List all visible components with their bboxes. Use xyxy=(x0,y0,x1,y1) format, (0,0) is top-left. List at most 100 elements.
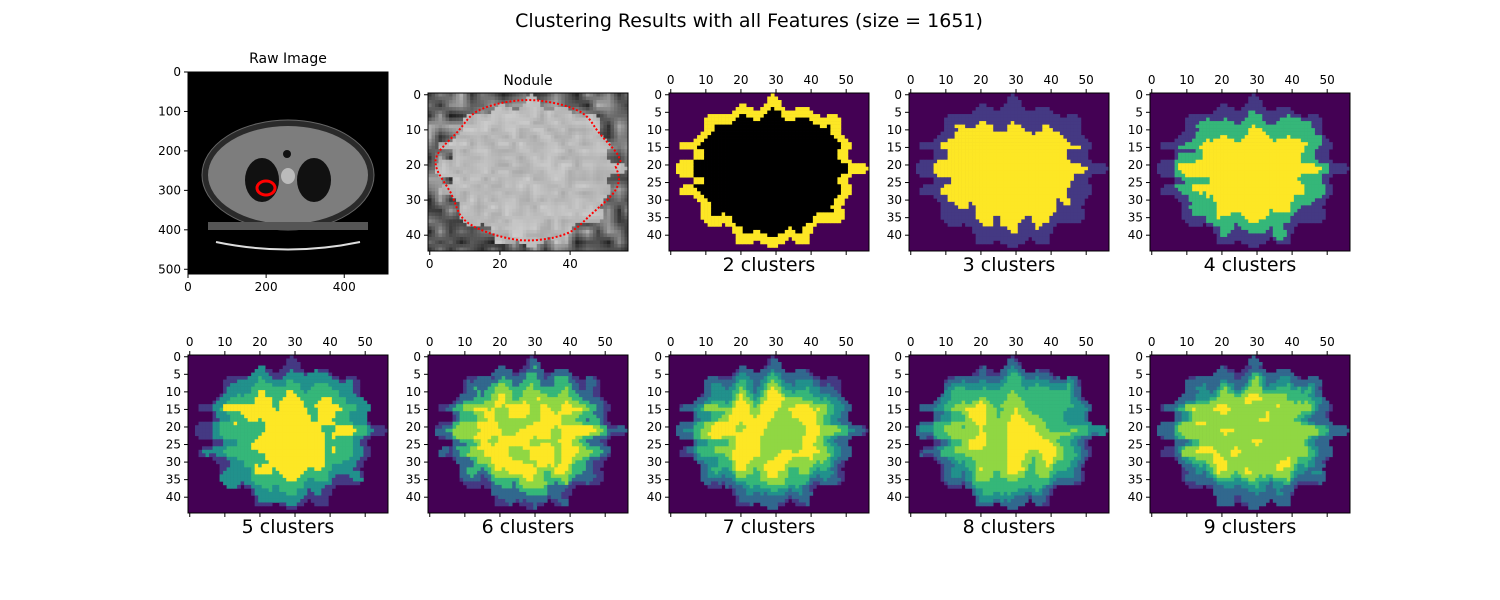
nodule-pixel xyxy=(564,128,569,132)
nodule-pixel xyxy=(554,205,559,210)
nodule-pixel xyxy=(477,240,481,245)
nodule-pixel xyxy=(624,166,629,171)
map-cell xyxy=(739,145,743,150)
nodule-pixel xyxy=(473,212,478,217)
nodule-pixel xyxy=(519,222,524,227)
nodule-pixel xyxy=(617,152,622,157)
map-cell xyxy=(802,149,807,153)
nodule-pixel xyxy=(599,117,604,122)
map-cell xyxy=(954,149,959,153)
map-cell xyxy=(1031,145,1036,150)
nodule-pixel xyxy=(585,159,590,164)
map-cell xyxy=(732,149,736,153)
nodule-pixel xyxy=(473,103,478,108)
nodule-pixel xyxy=(498,222,502,227)
map-cell xyxy=(1003,128,1008,132)
nodule-pixel xyxy=(582,240,587,245)
map-cell xyxy=(781,177,786,182)
map-cell xyxy=(756,222,761,227)
map-cell xyxy=(816,173,821,178)
nodule-pixel xyxy=(571,138,576,143)
map-cell xyxy=(711,128,715,132)
nodule-pixel xyxy=(498,128,502,132)
map-cell xyxy=(972,159,976,164)
map-cell xyxy=(753,142,758,146)
nodule-pixel xyxy=(470,247,474,252)
map-cell xyxy=(982,152,987,157)
nodule-pixel xyxy=(599,215,604,220)
nodule-pixel xyxy=(466,96,471,101)
nodule-pixel xyxy=(498,243,502,248)
map-cell xyxy=(819,215,824,220)
nodule-pixel xyxy=(568,180,573,185)
nodule-pixel xyxy=(599,170,604,175)
map-cell xyxy=(1014,135,1019,139)
map-cell xyxy=(756,201,761,206)
nodule-pixel xyxy=(554,236,559,241)
map-cell xyxy=(1101,166,1106,171)
nodule-pixel xyxy=(526,212,531,217)
map-cell xyxy=(840,135,845,139)
nodule-pixel xyxy=(463,159,467,164)
map-cell xyxy=(721,191,726,196)
nodule-pixel xyxy=(543,117,548,122)
map-cell xyxy=(798,187,803,192)
map-cell xyxy=(1066,114,1071,118)
map-cell xyxy=(812,156,817,161)
nodule-pixel xyxy=(480,131,485,136)
nodule-pixel xyxy=(529,145,534,150)
nodule-pixel xyxy=(428,135,432,139)
nodule-pixel xyxy=(585,170,590,175)
nodule-pixel xyxy=(533,96,538,101)
map-cell xyxy=(742,131,747,136)
map-cell xyxy=(725,205,729,210)
nodule-pixel xyxy=(445,107,450,111)
map-cell xyxy=(819,180,824,185)
map-cell xyxy=(975,159,980,164)
map-cell xyxy=(1000,138,1005,143)
map-cell xyxy=(837,180,842,185)
map-cell xyxy=(739,124,743,129)
nodule-pixel xyxy=(442,131,446,136)
nodule-pixel xyxy=(578,145,583,150)
nodule-pixel xyxy=(561,226,566,231)
map-cell xyxy=(763,103,768,108)
nodule-pixel xyxy=(494,219,499,224)
map-cell xyxy=(711,142,715,146)
map-cell xyxy=(968,149,973,153)
nodule-pixel xyxy=(540,138,545,143)
nodule-pixel xyxy=(491,247,495,252)
map-cell xyxy=(823,170,828,175)
map-cell xyxy=(930,163,934,168)
nodule-pixel xyxy=(519,208,524,213)
nodule-pixel xyxy=(463,240,467,245)
map-cell xyxy=(840,156,845,161)
nodule-pixel xyxy=(533,243,538,248)
nodule-pixel xyxy=(582,187,587,192)
nodule-pixel xyxy=(480,191,485,196)
nodule-pixel xyxy=(620,152,625,157)
map-cell xyxy=(693,177,698,182)
map-cell xyxy=(791,219,796,224)
nodule-pixel xyxy=(561,128,566,132)
map-cell xyxy=(989,131,994,136)
map-cell xyxy=(816,135,821,139)
map-cell xyxy=(809,149,814,153)
map-cell xyxy=(1007,96,1012,101)
map-cell xyxy=(933,138,938,143)
nodule-pixel xyxy=(428,173,432,178)
map-cell xyxy=(1077,159,1082,164)
nodule-pixel xyxy=(624,184,629,189)
map-cell xyxy=(725,166,729,171)
map-cell xyxy=(1017,149,1022,153)
nodule-pixel xyxy=(575,233,580,238)
nodule-pixel xyxy=(487,201,492,206)
nodule-pixel xyxy=(540,145,545,150)
map-cell xyxy=(975,131,980,136)
map-cell xyxy=(704,138,708,143)
nodule-pixel xyxy=(484,233,488,238)
nodule-pixel xyxy=(603,159,608,164)
map-cell xyxy=(746,156,750,161)
map-cell xyxy=(1091,163,1096,168)
nodule-pixel xyxy=(431,187,436,192)
